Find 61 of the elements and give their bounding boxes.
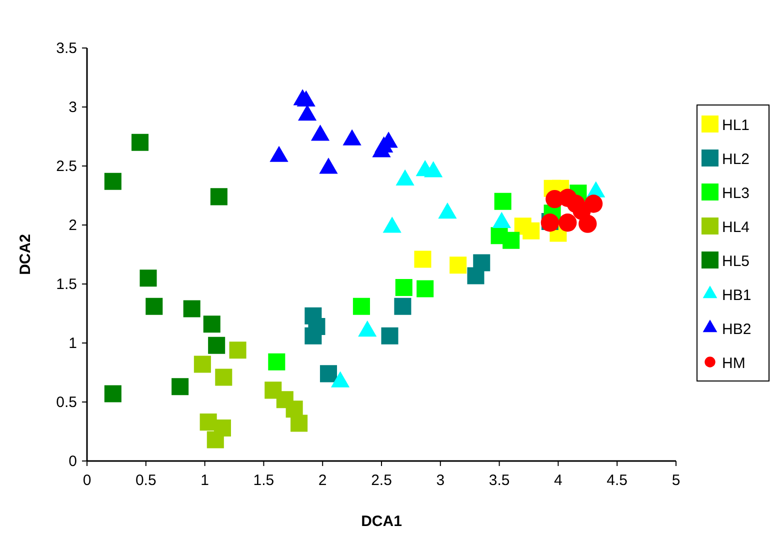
x-tick-label: 4 xyxy=(554,472,562,489)
point xyxy=(558,214,577,232)
x-tick-label: 1 xyxy=(200,472,209,489)
x-tick-label: 0 xyxy=(82,472,92,489)
legend-label: HB1 xyxy=(722,287,752,304)
legend-label: HL3 xyxy=(722,185,750,202)
y-tick-label: 3.5 xyxy=(56,40,77,57)
legend-label: HB2 xyxy=(722,321,752,338)
y-tick-label: 2 xyxy=(68,217,77,234)
point xyxy=(229,342,246,359)
y-tick-label: 1 xyxy=(68,335,77,352)
point xyxy=(381,327,398,344)
y-tick-label: 1.5 xyxy=(56,276,77,293)
point xyxy=(416,280,434,298)
legend-label: HL5 xyxy=(722,253,750,270)
x-tick-label: 3 xyxy=(436,472,445,489)
x-tick-label: 3.5 xyxy=(488,472,510,489)
y-tick-label: 0.5 xyxy=(56,394,77,411)
point xyxy=(414,250,432,268)
x-tick-label: 0.5 xyxy=(135,472,156,489)
y-tick-label: 2.5 xyxy=(56,158,77,175)
point xyxy=(394,298,412,315)
point xyxy=(352,298,370,315)
point xyxy=(210,188,228,206)
point xyxy=(395,279,412,296)
point xyxy=(140,270,157,287)
point xyxy=(473,254,490,272)
x-tick-label: 2 xyxy=(318,472,327,489)
point xyxy=(206,431,224,448)
point xyxy=(104,385,122,402)
point xyxy=(194,356,211,373)
point xyxy=(494,192,512,210)
point xyxy=(104,172,122,190)
point xyxy=(304,327,322,344)
legend-label: HL1 xyxy=(722,117,750,134)
y-tick-label: 0 xyxy=(68,453,77,470)
x-tick-label: 4.5 xyxy=(606,472,628,489)
point xyxy=(450,256,467,274)
legend-label: HM xyxy=(722,355,746,372)
point xyxy=(131,134,149,151)
point xyxy=(320,365,338,382)
point xyxy=(208,336,226,354)
x-tick-label: 1.5 xyxy=(253,472,274,489)
point xyxy=(290,414,308,432)
legend-label: HL4 xyxy=(722,219,750,236)
point xyxy=(522,222,540,240)
point xyxy=(172,378,189,396)
y-tick-label: 3 xyxy=(68,99,77,116)
y-axis-title: DCA2 xyxy=(17,234,34,275)
point xyxy=(268,353,286,370)
point xyxy=(146,298,163,315)
point xyxy=(578,214,597,233)
x-tick-label: 5 xyxy=(672,472,680,489)
point xyxy=(183,300,200,318)
x-axis-title: DCA1 xyxy=(361,513,402,530)
x-tick-label: 2.5 xyxy=(371,472,392,489)
legend-label: HL2 xyxy=(722,151,750,168)
point xyxy=(584,194,603,213)
point xyxy=(203,316,220,333)
point xyxy=(215,368,232,386)
point xyxy=(502,232,520,249)
